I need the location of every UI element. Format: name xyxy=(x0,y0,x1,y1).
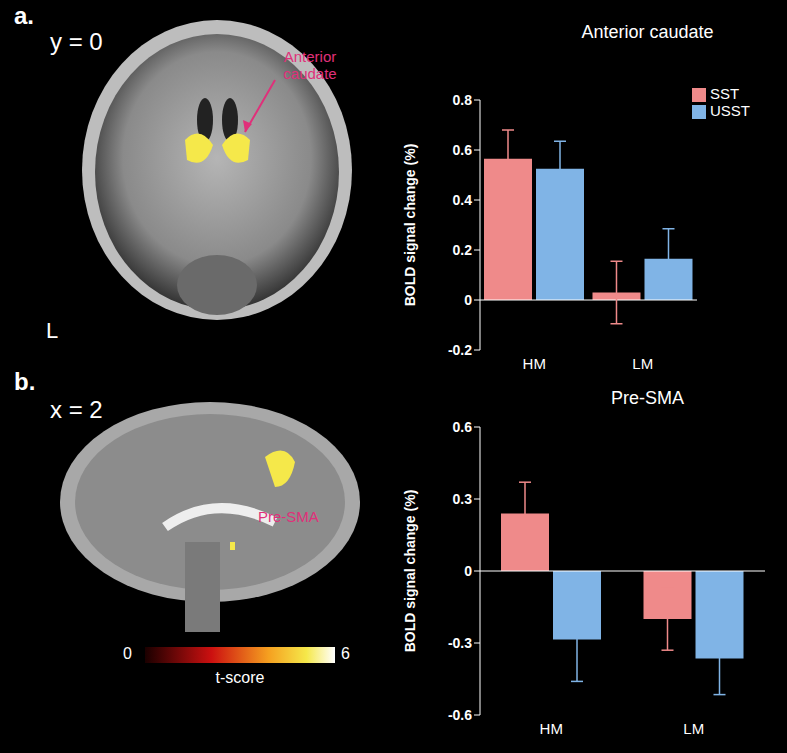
svg-text:-0.6: -0.6 xyxy=(448,707,472,723)
html-text:b.: b. xyxy=(14,368,36,395)
html-text:x = 2: x = 2 xyxy=(50,396,103,423)
svg-text:0.3: 0.3 xyxy=(453,491,473,507)
html-text:6: 6 xyxy=(341,645,350,662)
html-text:USST: USST xyxy=(710,102,750,119)
svg-text:0: 0 xyxy=(464,292,472,308)
svg-text:LM: LM xyxy=(683,720,704,737)
html-text:Anterior caudate: Anterior caudate xyxy=(581,22,714,42)
svg-text:0.4: 0.4 xyxy=(453,192,473,208)
svg-text:0: 0 xyxy=(464,563,472,579)
html-text:a.: a. xyxy=(14,2,34,29)
html-text:y = 0: y = 0 xyxy=(50,28,103,55)
html-text:Pre-SMA: Pre-SMA xyxy=(611,388,684,408)
svg-text:0.2: 0.2 xyxy=(453,242,473,258)
svg-text:HM: HM xyxy=(540,720,563,737)
html-text:Pre-SMA: Pre-SMA xyxy=(258,508,319,525)
svg-text:0.8: 0.8 xyxy=(453,92,473,108)
svg-text:0.6: 0.6 xyxy=(453,142,473,158)
html-text:t-score: t-score xyxy=(215,669,265,686)
svg-text:BOLD signal change (%): BOLD signal change (%) xyxy=(402,490,418,653)
svg-text:-0.2: -0.2 xyxy=(448,342,472,358)
svg-text:HM: HM xyxy=(523,355,546,372)
html-text:0: 0 xyxy=(123,645,132,662)
html-text:Anterior caudate: Anterior caudate xyxy=(283,48,337,82)
html-text:SST: SST xyxy=(710,85,740,102)
svg-text:-0.3: -0.3 xyxy=(448,635,472,651)
svg-text:LM: LM xyxy=(632,355,653,372)
svg-text:0.6: 0.6 xyxy=(453,419,473,435)
svg-text:BOLD signal change (%): BOLD signal change (%) xyxy=(402,144,418,307)
html-text:L: L xyxy=(46,318,59,343)
